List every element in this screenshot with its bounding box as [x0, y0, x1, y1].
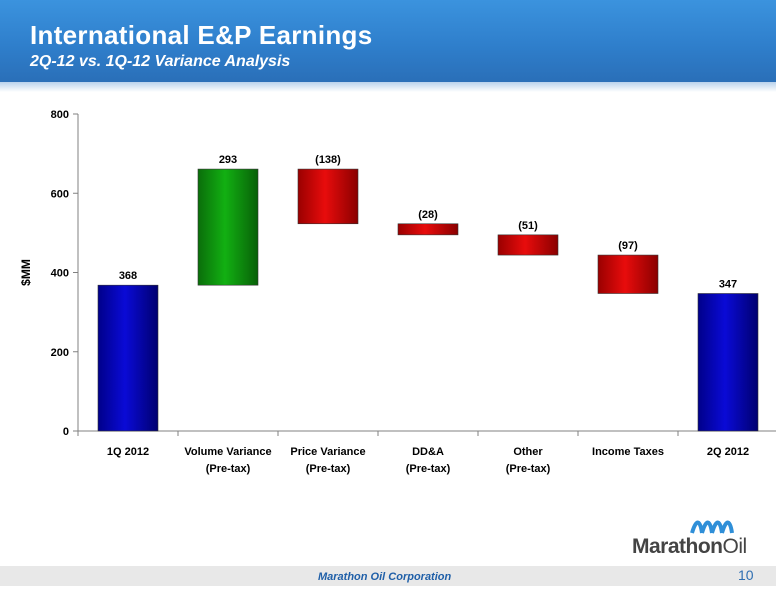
bar-total — [97, 284, 159, 432]
x-category-label: (Pre-tax) — [206, 463, 251, 475]
x-category-label: Price Variance — [290, 446, 365, 458]
page-title: International E&P Earnings — [30, 20, 373, 50]
x-category-label: Volume Variance — [184, 446, 271, 458]
page-subtitle: 2Q-12 vs. 1Q-12 Variance Analysis — [30, 53, 291, 70]
bar-total — [697, 293, 759, 432]
y-tick-label: 800 — [51, 109, 69, 121]
logo-text: MarathonOil — [632, 535, 747, 559]
bar-decrease — [397, 223, 459, 236]
header-fade — [0, 82, 776, 92]
x-category-label: 2Q 2012 — [707, 446, 749, 458]
bar-value-label: 293 — [219, 154, 237, 166]
bar-value-label: 347 — [719, 279, 737, 291]
page-number: 10 — [738, 567, 754, 583]
bar-decrease — [597, 254, 659, 294]
x-category-label: Income Taxes — [592, 446, 664, 458]
bar-decrease — [297, 168, 359, 225]
x-category-label: DD&A — [412, 446, 444, 458]
bar-increase — [197, 168, 259, 286]
bar-decrease — [497, 234, 559, 256]
y-tick-label: 600 — [51, 188, 69, 200]
bar-value-label: (51) — [518, 220, 538, 232]
footer-bar — [0, 566, 776, 586]
bar-value-label: (97) — [618, 240, 638, 252]
y-tick-label: 0 — [63, 426, 69, 438]
marathon-wave-icon — [690, 520, 734, 534]
logo-text-oil: Oil — [722, 535, 748, 558]
bar-value-label: (28) — [418, 209, 438, 221]
y-tick-label: 400 — [51, 268, 69, 280]
x-category-label: 1Q 2012 — [107, 446, 149, 458]
logo-text-marathon: Marathon — [632, 535, 723, 558]
bar-value-label: 368 — [119, 270, 137, 282]
company-logo: MarathonOil — [632, 517, 762, 565]
x-category-label: (Pre-tax) — [406, 463, 451, 475]
bar-value-label: (138) — [315, 154, 341, 166]
header-banner — [0, 0, 776, 82]
x-category-label: (Pre-tax) — [306, 463, 351, 475]
waterfall-chart: 0 200 400 600 800 $MM 368 1Q 2012 293 Volume Vari… — [19, 109, 776, 475]
x-category-label: (Pre-tax) — [506, 463, 551, 475]
y-axis-title: $MM — [19, 259, 33, 286]
y-tick-label: 200 — [51, 347, 69, 359]
x-category-label: Other — [513, 446, 543, 458]
footer-company: Marathon Oil Corporation — [318, 571, 452, 583]
